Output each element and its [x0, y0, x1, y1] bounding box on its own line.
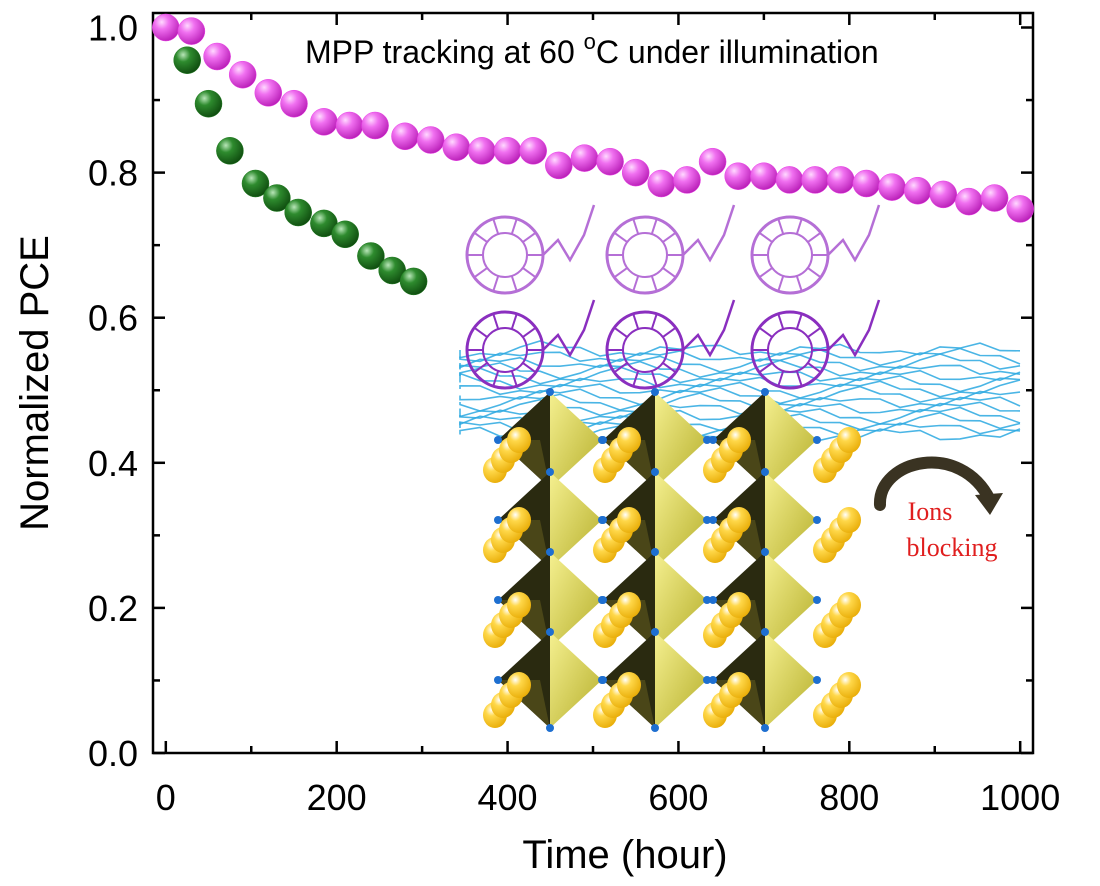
y-tick-label: 1.0 [88, 8, 138, 49]
data-point [173, 46, 201, 74]
data-point [241, 169, 270, 198]
fullerene-icon [465, 299, 596, 390]
data-point [750, 162, 778, 190]
arrow-head-icon [975, 493, 1003, 515]
axis-ticks [153, 13, 1033, 755]
data-point [216, 137, 244, 165]
data-point [955, 187, 983, 216]
y-tick-label: 0.6 [88, 298, 138, 339]
data-point [493, 137, 522, 165]
data-point [596, 147, 624, 176]
perovskite-structure-illustration [459, 204, 1021, 732]
data-point [177, 17, 206, 45]
data-point [284, 198, 312, 227]
data-point [331, 220, 359, 249]
data-point [673, 166, 701, 194]
x-axis-title: Time (hour) [522, 833, 727, 877]
data-point [570, 144, 599, 172]
data-point [310, 108, 338, 136]
data-point [980, 184, 1009, 212]
data-points [152, 13, 1034, 296]
data-point [519, 137, 547, 165]
data-point [468, 137, 496, 165]
fullerene-icon [465, 204, 596, 295]
data-point [545, 151, 573, 180]
annotation-suffix: C under illumination [596, 34, 879, 70]
ions-label-line2: blocking [907, 533, 998, 562]
data-point [1006, 195, 1034, 223]
ions-label-line1: Ions [908, 497, 953, 526]
data-point [194, 89, 223, 118]
series-0 [152, 13, 1034, 223]
data-point [357, 242, 385, 270]
data-point [852, 169, 881, 198]
data-point [775, 166, 804, 194]
data-point [335, 111, 364, 140]
data-point [263, 184, 291, 212]
x-tick-label: 400 [478, 777, 538, 818]
x-tick-label: 1000 [980, 777, 1060, 818]
fullerene-icon [750, 204, 881, 295]
data-point [361, 111, 389, 140]
x-tick-labels: 0 200 400 600 800 1000 [156, 777, 1060, 818]
ions-blocking-label: Ions blocking [873, 456, 1003, 562]
data-point [399, 267, 428, 296]
data-point [621, 158, 650, 187]
data-point [827, 166, 855, 194]
octahedra-framework [494, 388, 821, 732]
x-tick-label: 200 [307, 777, 367, 818]
annotation-degree: o [584, 29, 596, 54]
annotation-prefix: MPP tracking at 60 [305, 34, 584, 70]
data-point [647, 169, 676, 198]
y-axis-title: Normalized PCE [13, 235, 57, 531]
plot-frame [151, 11, 1035, 755]
y-tick-label: 0.8 [88, 153, 138, 194]
data-point [228, 60, 257, 89]
y-tick-label: 0.0 [88, 733, 138, 774]
data-point [929, 180, 958, 209]
data-point [152, 13, 180, 42]
data-point [698, 147, 727, 176]
data-point [903, 176, 932, 205]
data-point [416, 126, 445, 154]
y-tick-label: 0.4 [88, 443, 138, 484]
data-point [391, 122, 419, 151]
chart-annotation: MPP tracking at 60 oC under illumination [305, 29, 879, 70]
series-1 [173, 46, 428, 296]
x-tick-label: 600 [648, 777, 708, 818]
y-tick-labels: 0.0 0.2 0.4 0.6 0.8 1.0 [88, 8, 138, 774]
fullerene-icon [605, 204, 736, 295]
data-point [724, 162, 752, 190]
data-point [442, 133, 471, 161]
data-point [878, 173, 906, 201]
fullerene-icon [605, 299, 736, 390]
data-point [280, 89, 308, 118]
organic-cation-chains [483, 427, 861, 728]
y-tick-label: 0.2 [88, 588, 138, 629]
curved-arrow-icon [873, 456, 996, 511]
x-tick-label: 800 [819, 777, 879, 818]
x-tick-label: 0 [156, 777, 176, 818]
data-point [801, 166, 829, 194]
data-point [203, 42, 231, 71]
fullerene-icon [750, 299, 881, 390]
data-point [254, 79, 283, 107]
